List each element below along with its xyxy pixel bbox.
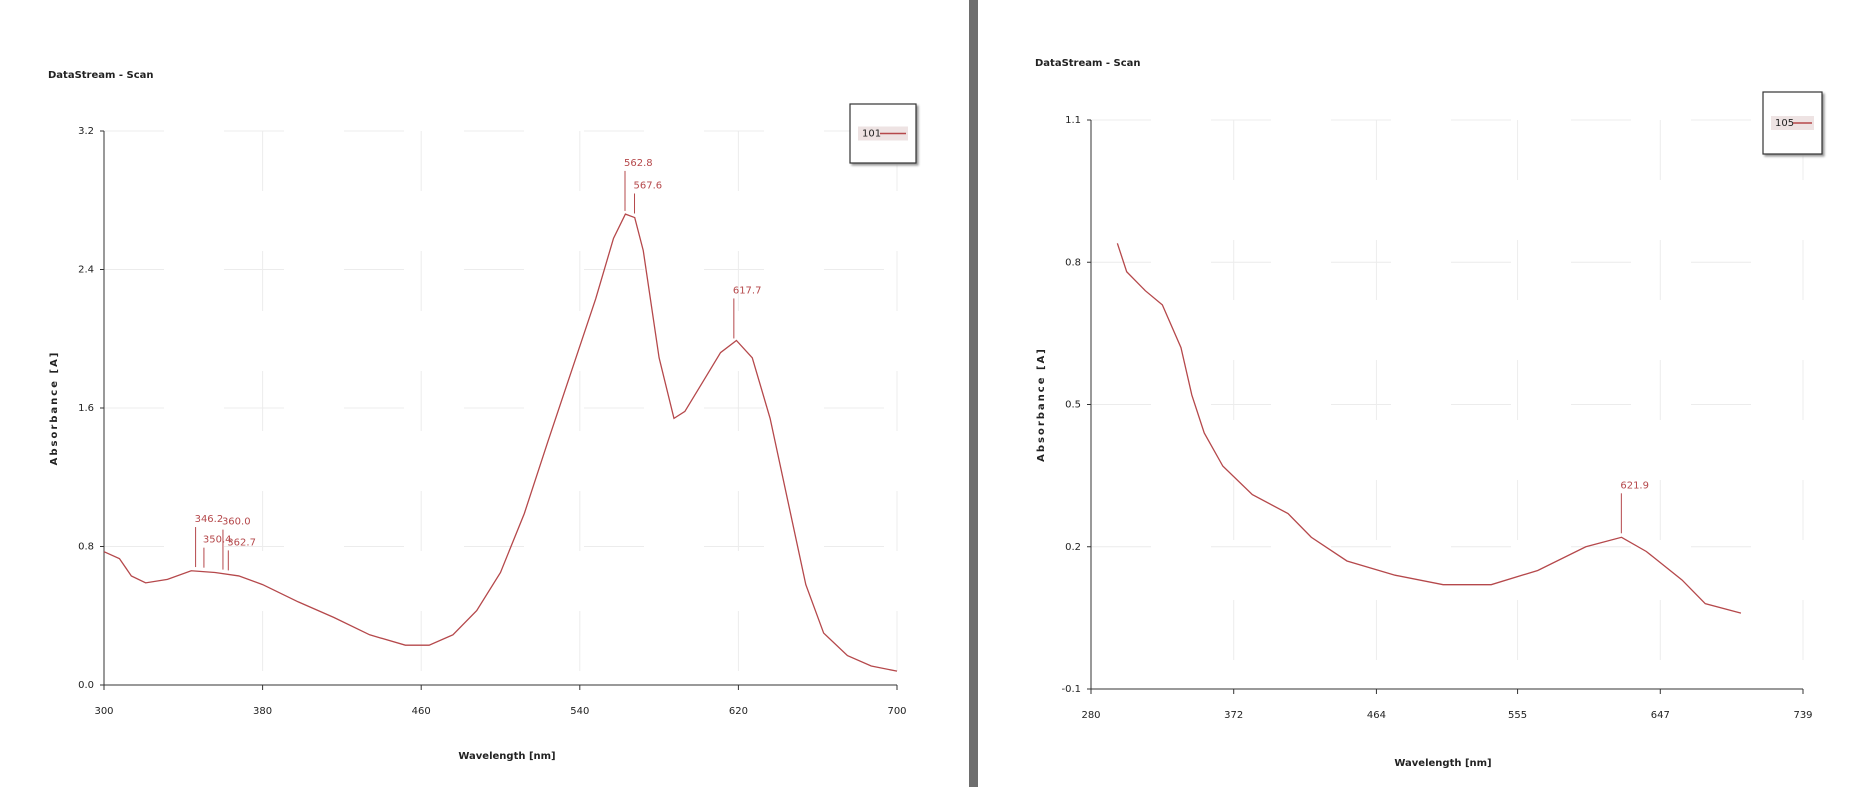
divider <box>969 0 978 787</box>
x-tick-label: 739 <box>1793 710 1812 721</box>
x-tick-label: 464 <box>1367 710 1386 721</box>
y-tick-label: 1.6 <box>78 403 94 414</box>
x-tick-label: 647 <box>1651 710 1670 721</box>
x-tick-label: 280 <box>1081 710 1100 721</box>
y-tick-label: 0.0 <box>78 680 94 691</box>
y-tick-label: 0.2 <box>1065 542 1081 553</box>
legend-bg <box>1771 116 1814 130</box>
peak-label: 621.9 <box>1620 480 1649 491</box>
y-tick-label: 1.1 <box>1065 115 1081 126</box>
x-axis-label: Wavelength [nm] <box>1394 758 1491 769</box>
x-axis-label: Wavelength [nm] <box>458 751 555 762</box>
y-tick-label: 3.2 <box>78 126 94 137</box>
peak-label: 567.6 <box>634 180 663 191</box>
legend-label: 101 <box>862 129 881 140</box>
x-tick-label: 380 <box>253 706 272 717</box>
legend-label: 105 <box>1775 118 1794 129</box>
x-tick-label: 540 <box>570 706 589 717</box>
x-tick-label: 555 <box>1508 710 1527 721</box>
x-tick-label: 300 <box>94 706 113 717</box>
peak-label: 362.7 <box>227 537 256 548</box>
x-tick-label: 620 <box>729 706 748 717</box>
y-tick-label: 0.5 <box>1065 400 1081 411</box>
y-axis-label: Absorbance [A] <box>1036 347 1047 462</box>
series-line <box>103 213 898 672</box>
y-axis-label: Absorbance [A] <box>49 351 60 466</box>
x-tick-label: 460 <box>412 706 431 717</box>
x-tick-label: 372 <box>1224 710 1243 721</box>
chart-title: DataStream - Scan <box>1035 58 1141 69</box>
peak-label: 360.0 <box>222 517 251 528</box>
series-line <box>1116 243 1742 614</box>
y-tick-label: 2.4 <box>78 265 94 276</box>
peak-label: 617.7 <box>733 285 762 296</box>
y-tick-label: 0.8 <box>1065 257 1081 268</box>
peak-label: 350.4 <box>203 535 232 546</box>
chart-title: DataStream - Scan <box>48 70 154 81</box>
y-tick-label: -0.1 <box>1061 684 1081 695</box>
peak-label: 562.8 <box>624 158 653 169</box>
y-tick-label: 0.8 <box>78 542 94 553</box>
peak-label: 346.2 <box>195 514 224 525</box>
x-tick-label: 700 <box>887 706 906 717</box>
